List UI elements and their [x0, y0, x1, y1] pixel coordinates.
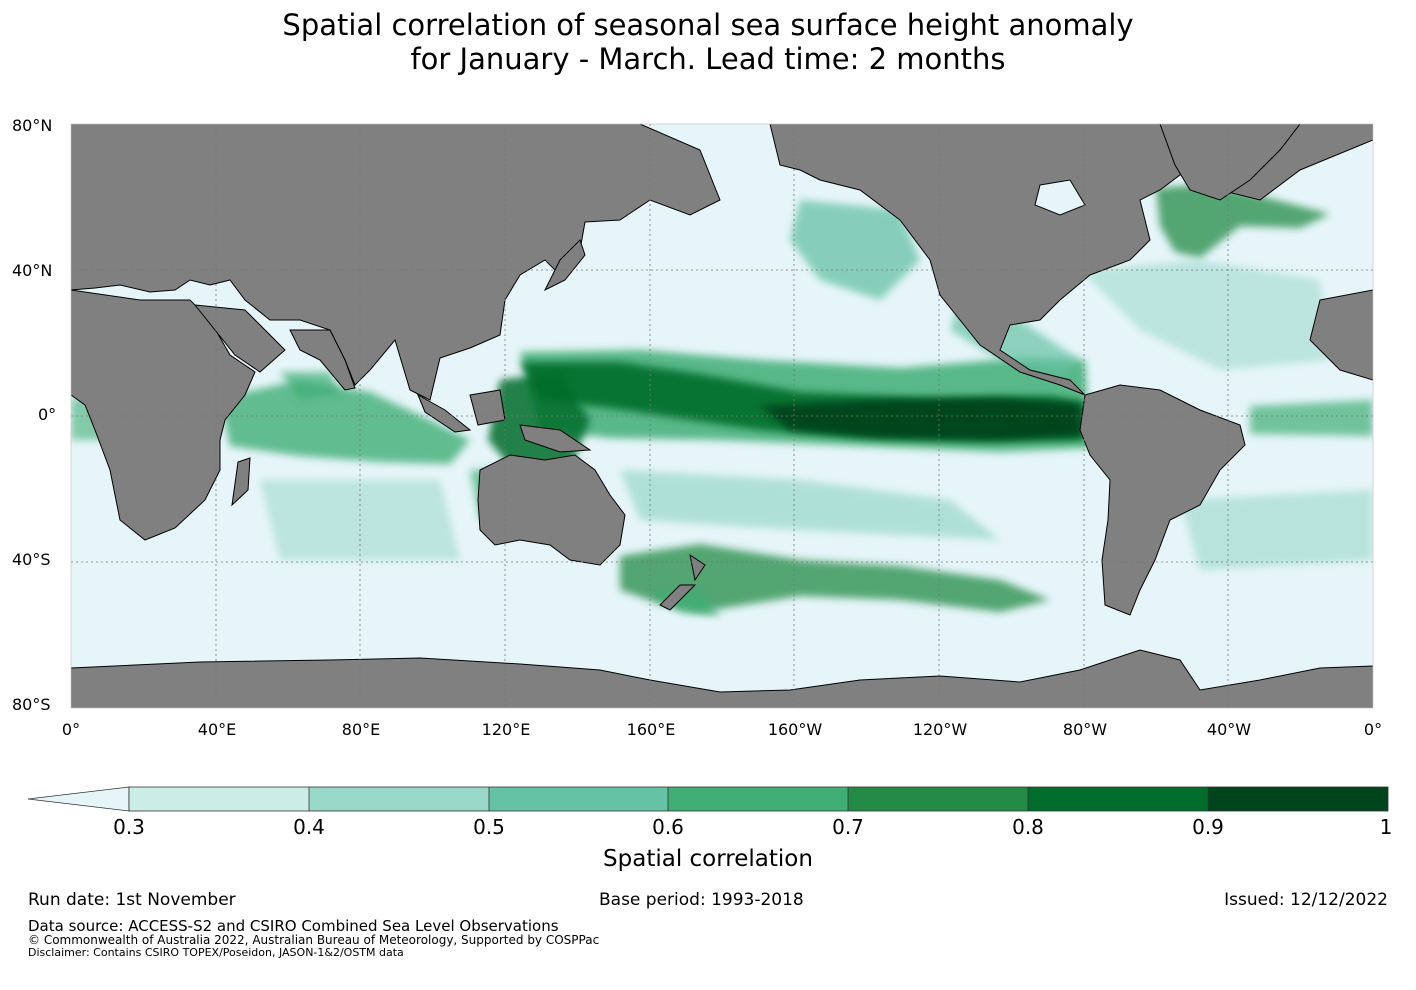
correlation-0.6-atlantic-eq [1250, 400, 1373, 436]
title-line-1: Spatial correlation of seasonal sea surf… [282, 8, 1134, 42]
land-greenland [1159, 124, 1301, 201]
land-japan [543, 239, 586, 292]
graticule [71, 124, 1373, 708]
colorbar-tick-0.8: 0.8 [1012, 815, 1044, 839]
land-arabia [193, 304, 286, 373]
colorbar-segment-5 [848, 787, 1028, 811]
land-new-zealand [659, 553, 706, 611]
lat-label-40n: 40°N [12, 261, 53, 280]
land-india [289, 329, 356, 391]
lon-label-160e: 160°E [626, 720, 676, 739]
land-madagascar [231, 457, 251, 507]
disclaimer: Disclaimer: Contains CSIRO TOPEX/Poseido… [28, 946, 404, 959]
colorbar-tick-0.9: 0.9 [1192, 815, 1224, 839]
correlation-0.4-north-atlantic-broad [1080, 260, 1330, 370]
lat-label-0: 0° [38, 405, 57, 424]
land-antarctica [71, 649, 1373, 708]
colorbar-segment-6 [1028, 787, 1208, 811]
colorbar-tick-0.4: 0.4 [293, 815, 325, 839]
lon-label-160w: 160°W [767, 720, 823, 739]
lon-label-0-east: 0° [1363, 720, 1383, 739]
colorbar-tick-0.7: 0.7 [832, 815, 864, 839]
colorbar-title: Spatial correlation [603, 846, 813, 872]
lon-label-40w: 40°W [1206, 720, 1252, 739]
map-frame [70, 123, 1374, 709]
correlation-0.7-north-atlantic [1156, 184, 1330, 258]
colorbar-segment-1 [129, 787, 309, 811]
correlation-0.5-nz [650, 590, 720, 616]
title-line-2: for January - March. Lead time: 2 months [410, 42, 1006, 76]
lon-label-120w: 120°W [912, 720, 968, 739]
correlation-0.5-north-pacific [790, 200, 920, 300]
lat-label-40s: 40°S [12, 550, 51, 569]
land-hudson-bay [1034, 179, 1086, 216]
lat-label-80n: 80°N [12, 116, 53, 135]
land-australia [477, 454, 626, 566]
lon-label-80w: 80°W [1062, 720, 1108, 739]
land-masses [71, 124, 1373, 708]
issued-date: Issued: 12/12/2022 [1224, 890, 1388, 910]
lon-label-0-west: 0° [61, 720, 81, 739]
lon-label-80e: 80°E [341, 720, 381, 739]
correlation-0.7-southern [620, 544, 1050, 612]
lon-label-120e: 120°E [481, 720, 531, 739]
copyright: © Commonwealth of Australia 2022, Austra… [28, 933, 600, 947]
data-source: Data source: ACCESS-S2 and CSIRO Combine… [28, 917, 559, 935]
colorbar-extend-triangle [27, 786, 130, 812]
colorbar-segment-7 [1208, 787, 1388, 811]
colorbar-tick-0.5: 0.5 [473, 815, 505, 839]
colorbar-segment-2 [309, 787, 489, 811]
correlation-0.6-indian [220, 380, 470, 464]
land-europe-asia [71, 124, 721, 401]
correlation-0.6-indian-north [280, 372, 340, 400]
colorbar-dividers [308, 787, 1209, 811]
correlation-0.4-south-pacific [620, 470, 1000, 540]
colorbar-tick-0.6: 0.6 [652, 815, 684, 839]
base-period: Base period: 1993-2018 [599, 890, 804, 910]
correlation-0.9-equatorial [760, 398, 1082, 440]
land-western-europe [1309, 289, 1373, 381]
land-south-america [1079, 384, 1246, 616]
colorbar-tick-0.3: 0.3 [113, 815, 145, 839]
colorbar-segment-3 [489, 787, 668, 811]
land-new-guinea [519, 424, 592, 453]
colorbar-frame [128, 786, 1389, 812]
colorbar-segment-4 [668, 787, 848, 811]
correlation-field [71, 184, 1373, 616]
lon-label-40e: 40°E [197, 720, 237, 739]
colorbar-tick-1: 1 [1379, 815, 1393, 839]
run-date: Run date: 1st November [28, 890, 236, 910]
lat-label-80s: 80°S [12, 695, 51, 714]
